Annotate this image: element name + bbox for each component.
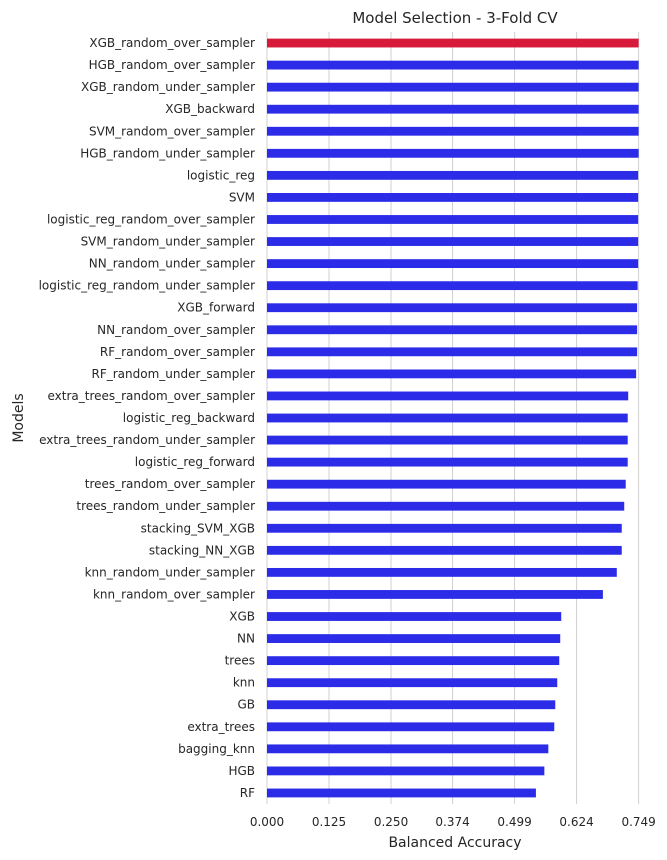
category-label: trees_random_under_sampler [76,499,255,513]
category-label: trees_random_over_sampler [85,477,255,491]
bar-logistic-reg-random-under-sampler [267,281,638,291]
bar-xgb [267,612,562,621]
category-label: SVM_random_under_sampler [81,235,255,249]
x-tick-label: 0.749 [621,815,655,829]
category-label: NN_random_under_sampler [89,257,255,271]
category-label: HGB_random_over_sampler [89,58,255,72]
bar-extra-trees-random-over-sampler [267,391,629,401]
category-label: knn [233,676,255,690]
category-label: NN [237,632,255,646]
category-label: XGB_forward [177,301,255,315]
bar-logistic-reg-random-over-sampler [267,215,639,224]
category-label: NN_random_over_sampler [97,323,255,337]
category-label: HGB_random_under_sampler [80,146,255,160]
category-label: logistic_reg_random_under_sampler [39,279,256,293]
bar-rf-random-under-sampler [267,369,637,379]
bar-hgb-random-over-sampler [267,60,639,70]
bar-knn-random-over-sampler [267,590,603,599]
bar-logistic-reg-forward [267,457,628,467]
category-label: stacking_NN_XGB [149,543,255,557]
chart-title: Model Selection - 3-Fold CV [352,9,558,27]
x-tick-labels: 0.000 0.125 0.250 0.374 0.499 0.624 0.749 [250,815,656,829]
category-label: RF_random_over_sampler [100,345,255,359]
category-label: stacking_SVM_XGB [141,521,255,535]
bar-bagging-knn [267,744,549,754]
bar-logistic-reg [267,170,639,180]
category-label: XGB_random_over_sampler [89,36,255,50]
category-label: extra_trees_random_under_sampler [39,433,255,447]
bar-xgb-random-under-sampler [267,82,639,92]
bar-knn-random-under-sampler [267,567,617,577]
bar-xgb-random-over-sampler [267,38,639,48]
category-labels: XGB_random_over_sampler HGB_random_over_s… [39,36,256,800]
category-label: RF [240,786,255,800]
x-tick-label: 0.250 [374,815,408,829]
bar-nn [267,634,561,643]
category-label: extra_trees_random_over_sampler [47,389,255,403]
bar-logistic-reg-backward [267,413,628,423]
category-label: knn_random_over_sampler [93,587,255,601]
category-label: XGB [229,610,255,624]
x-tick-label: 0.125 [312,815,346,829]
bar-rf [267,788,536,798]
bar-extra-trees [267,722,555,732]
bar-gb [267,700,556,710]
bar-nn-random-under-sampler [267,259,639,269]
category-label: trees [225,654,255,668]
bar-xgb-forward [267,303,638,313]
category-label: XGB_random_under_sampler [81,80,255,94]
category-label: logistic_reg_backward [123,411,255,425]
category-label: knn_random_under_sampler [85,565,255,579]
category-label: HGB [228,764,255,778]
category-label: GB [237,698,255,712]
bars [267,38,639,798]
category-label: bagging_knn [178,742,255,756]
bar-trees-random-under-sampler [267,501,625,511]
category-label: SVM [229,190,255,204]
x-tick-label: 0.374 [435,815,469,829]
category-label: logistic_reg_random_over_sampler [47,212,255,226]
category-label: extra_trees [187,720,255,734]
bar-trees [267,656,560,666]
bar-trees-random-over-sampler [267,479,626,489]
x-tick-label: 0.624 [559,815,593,829]
category-label: RF_random_under_sampler [92,367,256,381]
category-label: SVM_random_over_sampler [89,124,255,138]
bar-stacking-svm-xgb [267,523,622,533]
y-axis-title: Models [11,393,27,442]
bar-rf-random-over-sampler [267,347,638,357]
bar-nn-random-over-sampler [267,325,638,335]
bar-knn [267,678,558,688]
x-axis-title: Balanced Accuracy [388,835,521,851]
bar-svm-random-over-sampler [267,126,639,136]
category-label: XGB_backward [165,102,255,116]
bar-stacking-nn-xgb [267,545,622,555]
bar-hgb-random-under-sampler [267,148,639,158]
x-tick-label: 0.000 [250,815,284,829]
x-tick-label: 0.499 [497,815,531,829]
bar-svm [267,193,639,202]
category-label: logistic_reg_forward [135,455,255,469]
category-label: logistic_reg [187,168,255,182]
bar-svm-random-under-sampler [267,237,639,246]
bar-xgb-backward [267,104,639,114]
bar-extra-trees-random-under-sampler [267,435,628,445]
bar-hgb [267,766,545,776]
